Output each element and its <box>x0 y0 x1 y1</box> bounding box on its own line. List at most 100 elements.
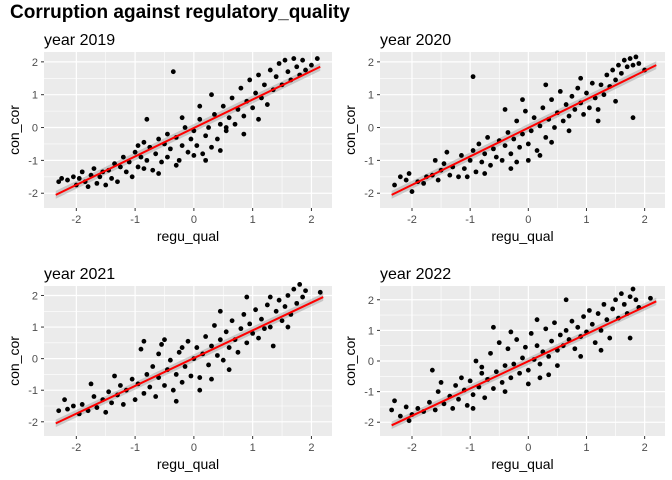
data-point <box>167 357 173 363</box>
data-point <box>589 80 595 86</box>
data-point <box>549 97 554 103</box>
data-point <box>589 321 595 327</box>
data-point <box>238 85 244 91</box>
data-point <box>464 174 470 180</box>
data-point <box>444 149 450 155</box>
data-point <box>592 95 598 101</box>
data-point <box>528 128 534 134</box>
data-point <box>70 403 76 409</box>
data-point <box>203 334 209 339</box>
data-point <box>244 340 250 346</box>
data-point <box>450 406 456 411</box>
data-point <box>118 383 123 388</box>
data-point <box>103 409 109 415</box>
data-point <box>636 61 642 66</box>
data-point <box>141 139 147 145</box>
data-point <box>514 159 520 165</box>
data-point <box>406 418 412 424</box>
y-tick-label: 2 <box>32 57 38 69</box>
x-tick-label: 1 <box>583 214 589 226</box>
data-point <box>537 153 543 158</box>
data-point <box>267 67 273 73</box>
data-point <box>464 402 470 408</box>
data-point <box>132 149 138 155</box>
data-point <box>586 308 592 313</box>
data-point <box>467 378 473 384</box>
data-point <box>182 364 188 369</box>
x-tick-label: -2 <box>71 214 81 226</box>
data-point <box>502 363 508 368</box>
data-point <box>264 102 270 107</box>
data-point <box>118 164 123 170</box>
data-point <box>569 93 575 99</box>
data-point <box>123 169 129 175</box>
data-point <box>56 179 62 185</box>
data-point <box>291 56 297 61</box>
data-point <box>141 390 147 396</box>
y-tick-label: 2 <box>368 295 374 307</box>
x-axis-label: regu_qual <box>491 228 553 244</box>
data-point <box>220 103 226 109</box>
y-tick-label: -1 <box>28 155 38 167</box>
data-point <box>435 177 441 183</box>
data-point <box>179 379 185 385</box>
data-point <box>473 358 479 364</box>
data-point <box>491 146 496 152</box>
panel: year 2021 -2 -1 0 1 2 -2 -1 0 1 2 regu_qual con_cor <box>6 266 332 472</box>
y-tick-label: 0 <box>32 123 38 135</box>
data-point <box>511 361 517 367</box>
data-point <box>453 383 459 388</box>
data-point <box>502 107 508 112</box>
y-axis-label: con_cor <box>342 336 358 386</box>
data-point <box>491 324 496 330</box>
data-point <box>566 128 572 134</box>
data-point <box>520 355 525 361</box>
data-point <box>563 327 569 333</box>
data-point <box>537 123 543 129</box>
data-point <box>493 154 499 160</box>
data-point <box>389 407 395 413</box>
data-point <box>185 149 191 155</box>
data-point <box>511 136 517 142</box>
data-point <box>120 402 126 407</box>
data-point <box>217 337 223 343</box>
data-point <box>59 176 65 181</box>
data-point <box>256 335 261 341</box>
data-point <box>109 176 114 181</box>
data-point <box>546 372 552 378</box>
data-point <box>267 324 273 330</box>
data-point <box>259 316 264 322</box>
y-axis-label: con_cor <box>6 336 22 386</box>
data-point <box>537 361 543 367</box>
data-point <box>144 116 150 122</box>
data-point <box>534 317 540 323</box>
data-point <box>557 89 563 94</box>
data-point <box>91 394 97 399</box>
data-point <box>540 105 546 111</box>
data-point <box>297 282 303 287</box>
data-point <box>88 381 94 387</box>
x-tick-label: 2 <box>308 214 314 226</box>
data-point <box>141 338 147 344</box>
data-point <box>159 342 164 347</box>
data-point <box>223 329 229 335</box>
data-point <box>62 397 67 403</box>
data-point <box>256 72 261 78</box>
y-tick-label: 2 <box>368 57 374 69</box>
data-point <box>188 136 194 142</box>
x-tick-label: -1 <box>465 214 475 226</box>
data-point <box>470 406 476 411</box>
data-point <box>479 159 485 165</box>
data-point <box>217 148 223 153</box>
data-point <box>165 131 170 137</box>
data-point <box>502 143 508 149</box>
data-point <box>162 383 167 388</box>
data-point <box>197 103 203 109</box>
y-tick-label: -1 <box>28 385 38 397</box>
panel-title: year 2020 <box>380 32 451 49</box>
page-title: Corruption against regulatory_quality <box>10 2 350 23</box>
data-point <box>508 166 514 171</box>
data-point <box>173 398 179 404</box>
data-point <box>403 177 409 183</box>
